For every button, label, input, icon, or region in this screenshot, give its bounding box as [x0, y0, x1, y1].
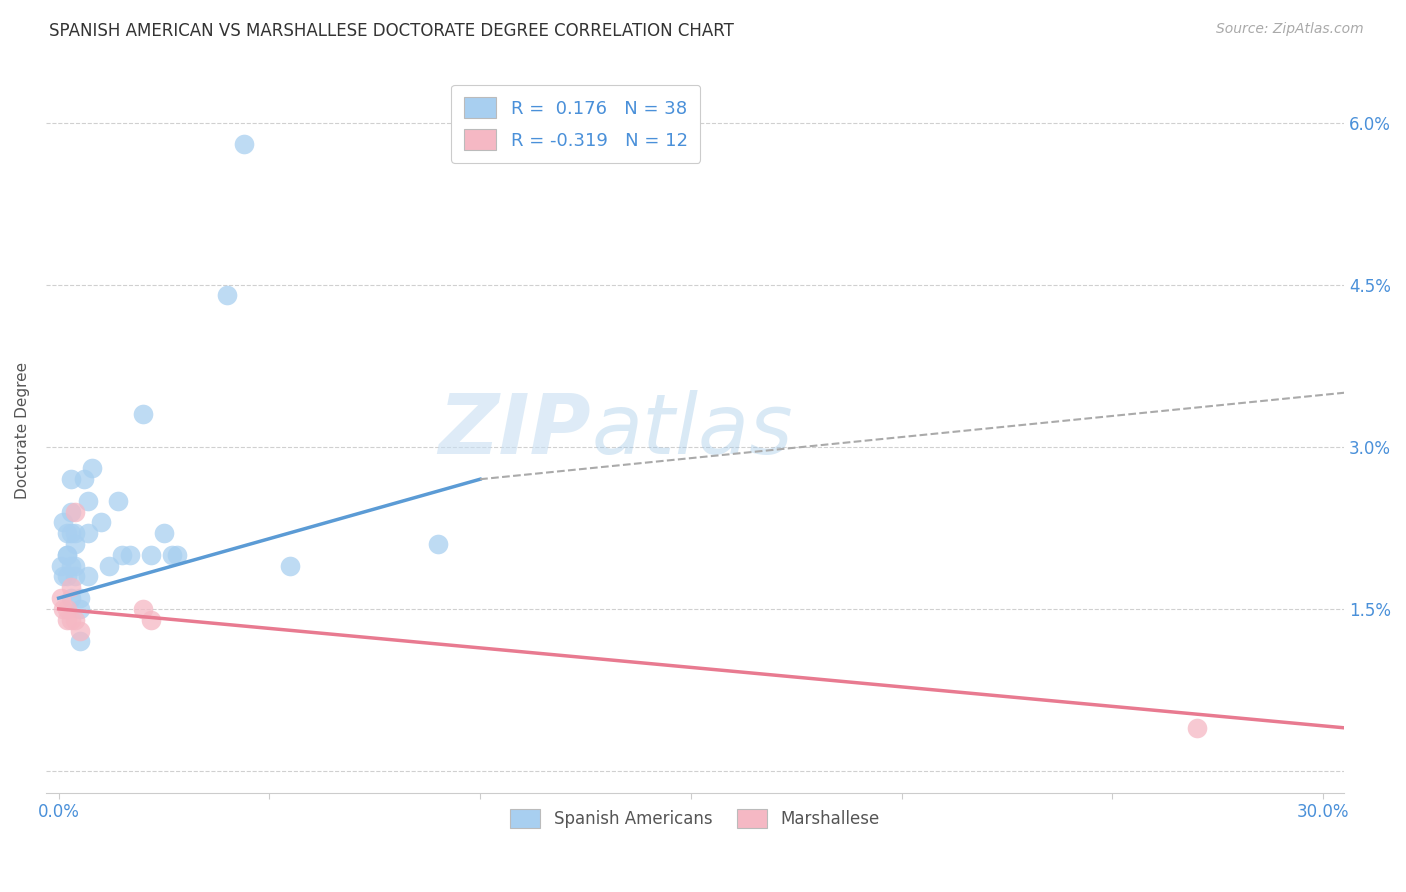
Text: Source: ZipAtlas.com: Source: ZipAtlas.com — [1216, 22, 1364, 37]
Point — [77, 493, 100, 508]
Point — [98, 558, 121, 573]
Point — [60, 472, 83, 486]
Point — [56, 613, 79, 627]
Point — [141, 613, 163, 627]
Point — [233, 137, 256, 152]
Point — [166, 548, 188, 562]
Point — [120, 548, 142, 562]
Point — [132, 602, 155, 616]
Point — [65, 558, 87, 573]
Point — [60, 558, 83, 573]
Point — [56, 526, 79, 541]
Point — [65, 537, 87, 551]
Point — [65, 613, 87, 627]
Point — [60, 580, 83, 594]
Legend: Spanish Americans, Marshallese: Spanish Americans, Marshallese — [503, 803, 887, 835]
Point — [60, 526, 83, 541]
Point — [49, 591, 72, 606]
Point — [65, 505, 87, 519]
Point — [90, 516, 112, 530]
Point — [65, 569, 87, 583]
Point — [217, 288, 239, 302]
Point — [1185, 721, 1208, 735]
Point — [69, 602, 91, 616]
Point — [73, 472, 96, 486]
Point — [52, 516, 75, 530]
Point — [60, 591, 83, 606]
Point — [69, 634, 91, 648]
Point — [162, 548, 184, 562]
Point — [49, 558, 72, 573]
Point — [77, 526, 100, 541]
Text: atlas: atlas — [591, 390, 793, 471]
Point — [56, 548, 79, 562]
Point — [426, 537, 449, 551]
Point — [153, 526, 176, 541]
Text: SPANISH AMERICAN VS MARSHALLESE DOCTORATE DEGREE CORRELATION CHART: SPANISH AMERICAN VS MARSHALLESE DOCTORAT… — [49, 22, 734, 40]
Point — [82, 461, 104, 475]
Point — [132, 408, 155, 422]
Point — [111, 548, 134, 562]
Point — [60, 505, 83, 519]
Point — [56, 602, 79, 616]
Point — [56, 548, 79, 562]
Point — [141, 548, 163, 562]
Point — [280, 558, 302, 573]
Point — [56, 569, 79, 583]
Point — [69, 624, 91, 638]
Point — [77, 569, 100, 583]
Point — [107, 493, 129, 508]
Point — [65, 526, 87, 541]
Point — [60, 613, 83, 627]
Point — [69, 591, 91, 606]
Y-axis label: Doctorate Degree: Doctorate Degree — [15, 362, 30, 500]
Text: ZIP: ZIP — [439, 390, 591, 471]
Point — [52, 569, 75, 583]
Point — [52, 602, 75, 616]
